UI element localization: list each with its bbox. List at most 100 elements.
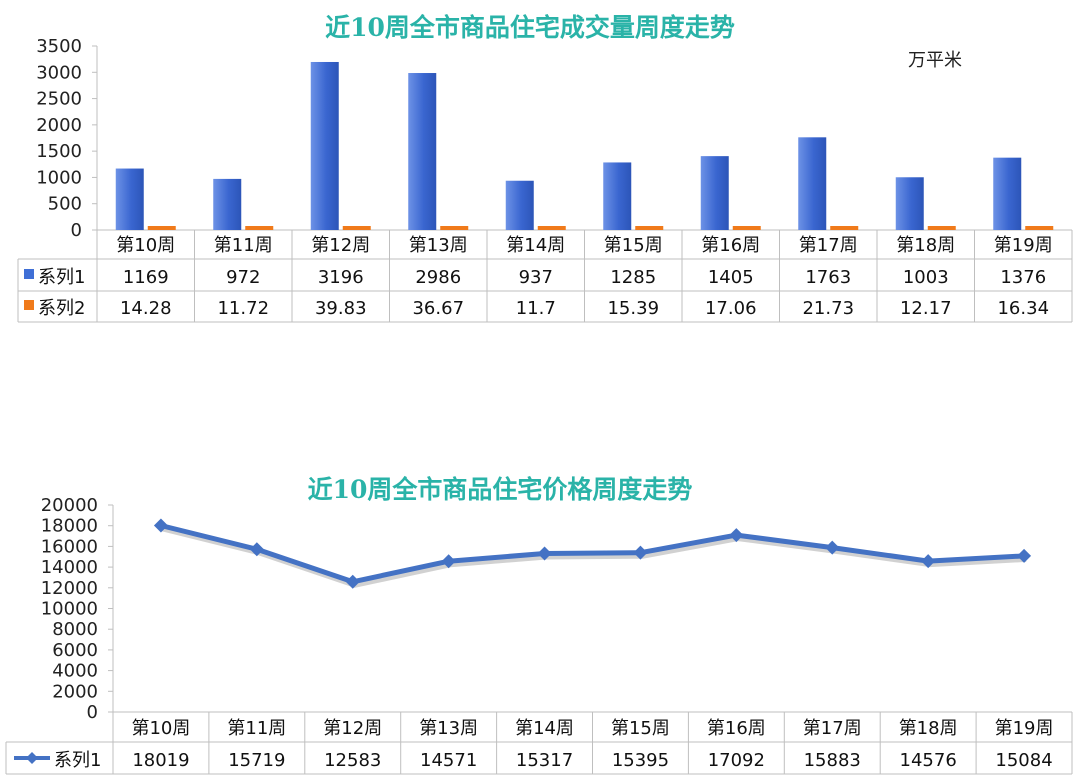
bar-series-1 (993, 157, 1022, 230)
bar-series-2 (732, 226, 761, 230)
x-category-label: 第11周 (214, 235, 273, 256)
table-value-series-1: 1003 (903, 267, 949, 288)
table-value-series-2: 17.06 (705, 298, 757, 319)
bar-series-1 (505, 180, 534, 230)
y-tick-label: 4000 (52, 661, 98, 682)
x-category-label: 第13周 (409, 235, 468, 256)
table-value-series-2: 11.72 (217, 298, 269, 319)
x-category-label: 第18周 (896, 235, 955, 256)
chart-1-title: 近10周全市商品住宅成交量周度走势 (325, 13, 735, 42)
table-value-series-1: 15084 (995, 750, 1052, 771)
table-value-series-1: 1285 (610, 267, 656, 288)
table-value-series-1: 15317 (516, 750, 573, 771)
bar-series-1 (310, 61, 339, 230)
x-category-label: 第13周 (419, 718, 478, 739)
bar-series-1 (603, 162, 632, 230)
table-value-series-1: 14571 (420, 750, 477, 771)
x-category-label: 第16周 (707, 718, 766, 739)
table-value-series-2: 36.67 (412, 298, 464, 319)
x-category-label: 第18周 (899, 718, 958, 739)
chart-1-volume: 0 500 1000 1500 2000 2500 3000 3500 第10周 1169 14.2… (17, 36, 1073, 323)
bar-series-1 (895, 177, 924, 230)
table-value-series-2: 14.28 (120, 298, 172, 319)
table-value-series-1: 17092 (708, 750, 765, 771)
table-value-series-1: 15883 (804, 750, 861, 771)
table-value-series-1: 2986 (415, 267, 461, 288)
table-value-series-1: 14576 (900, 750, 957, 771)
x-category-label: 第10周 (131, 718, 190, 739)
data-point-marker (249, 542, 264, 557)
data-point-marker (537, 546, 552, 561)
bar-series-1 (213, 178, 242, 230)
data-point-marker (441, 554, 456, 569)
table-value-series-1: 3196 (318, 267, 364, 288)
table-value-series-1: 1169 (123, 267, 169, 288)
legend-label-series-1: 系列1 (54, 750, 101, 771)
y-tick-label: 2500 (36, 89, 82, 110)
bar-series-2 (342, 226, 371, 230)
table-value-series-1: 12583 (324, 750, 381, 771)
bar-series-2 (440, 226, 469, 230)
legend-key-series-1 (24, 269, 34, 279)
table-value-series-1: 15395 (612, 750, 669, 771)
x-category-label: 第19周 (995, 718, 1054, 739)
bar-series-2 (245, 226, 274, 230)
y-tick-label: 18000 (41, 516, 98, 537)
table-value-series-1: 15719 (228, 750, 285, 771)
data-point-marker (633, 545, 648, 560)
data-point-marker (921, 554, 936, 569)
bar-series-2 (635, 226, 664, 230)
bar-series-2 (147, 226, 176, 230)
data-point-marker (1017, 548, 1032, 563)
x-category-label: 第12周 (323, 718, 382, 739)
bar-series-1 (115, 168, 144, 230)
x-category-label: 第15周 (604, 235, 663, 256)
y-tick-label: 14000 (41, 557, 98, 578)
x-category-label: 第10周 (116, 235, 175, 256)
table-value-series-1: 1376 (1000, 267, 1046, 288)
y-tick-label: 6000 (52, 640, 98, 661)
table-value-series-2: 21.73 (802, 298, 854, 319)
chart-1-unit: 万平米 (908, 50, 962, 71)
y-tick-label: 1500 (36, 141, 82, 162)
table-value-series-2: 12.17 (900, 298, 952, 319)
legend-key-series-2 (24, 300, 34, 310)
bar-series-2 (537, 226, 566, 230)
series-line (160, 523, 1025, 585)
table-value-series-1: 937 (519, 267, 553, 288)
x-category-label: 第15周 (611, 718, 670, 739)
y-tick-label: 12000 (41, 578, 98, 599)
y-tick-label: 3000 (36, 62, 82, 83)
data-point-marker (729, 528, 744, 543)
table-value-series-2: 15.39 (607, 298, 659, 319)
bar-series-1 (798, 137, 827, 230)
bar-series-2 (830, 226, 859, 230)
table-value-series-2: 11.7 (516, 298, 556, 319)
y-tick-label: 8000 (52, 619, 98, 640)
table-value-series-2: 39.83 (315, 298, 367, 319)
data-point-marker (153, 518, 168, 533)
y-tick-label: 1000 (36, 167, 82, 188)
x-category-label: 第12周 (311, 235, 370, 256)
legend-label-series-1: 系列1 (38, 267, 85, 288)
y-tick-label: 2000 (36, 115, 82, 136)
chart-2-title: 近10周全市商品住宅价格周度走势 (307, 475, 693, 504)
x-category-label: 第16周 (701, 235, 760, 256)
bar-series-2 (1025, 226, 1054, 230)
x-category-label: 第17周 (803, 718, 862, 739)
data-point-marker (345, 574, 360, 589)
table-value-series-2: 16.34 (997, 298, 1049, 319)
table-value-series-1: 972 (226, 267, 260, 288)
y-tick-label: 16000 (41, 536, 98, 557)
y-tick-label: 10000 (41, 599, 98, 620)
y-tick-label: 2000 (52, 681, 98, 702)
bar-series-1 (408, 73, 437, 230)
x-category-label: 第14周 (506, 235, 565, 256)
y-tick-label: 3500 (36, 36, 82, 57)
bar-series-2 (927, 226, 956, 230)
x-category-label: 第14周 (515, 718, 574, 739)
y-tick-label: 500 (48, 194, 82, 215)
y-tick-label: 0 (71, 220, 82, 241)
table-value-series-1: 1405 (708, 267, 754, 288)
